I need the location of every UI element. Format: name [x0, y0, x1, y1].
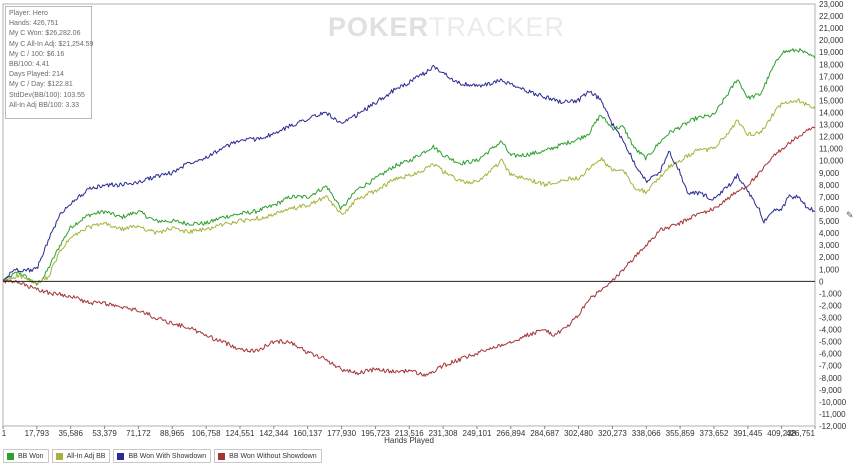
x-axis-ticks: 1 17,793 35,586 53,379 71,172 88,965 106,758 12… [2, 426, 816, 438]
stat-bb-100: BB/100: 4.41 [9, 61, 50, 69]
player-stats-box: Player: Hero Hands: 426,751 My C Won: $2… [5, 6, 94, 119]
pokertracker-logo-watermark: POKERTRACKER [328, 12, 565, 43]
legend-item-without-showdown[interactable]: BB Won Without Showdown [214, 449, 322, 463]
legend-label: BB Won [18, 452, 44, 460]
x-tick-label: 1 [2, 429, 7, 438]
y-axis-ticks: 23,000 22,000 21,000 20,000 19,000 18,000 17,0… [819, 0, 847, 431]
y-tick-label: 7,000 [819, 193, 840, 202]
legend-label: BB Won With Showdown [128, 452, 207, 460]
x-tick-label: 409,238 [767, 429, 796, 438]
watermark-part2: TRACKER [429, 12, 566, 42]
y-tick-label: 18,000 [819, 60, 844, 69]
y-tick-label: 14,000 [819, 109, 844, 118]
stat-hands: Hands: 426,751 [9, 20, 59, 28]
series-line-bb-won [2, 48, 816, 286]
x-tick-label: 195,723 [361, 429, 390, 438]
stat-per-100: My C / 100: $6.16 [9, 50, 65, 58]
legend-swatch [117, 452, 125, 460]
x-tick-label: 124,551 [226, 429, 255, 438]
series-line-bb-won-without-showdown [2, 126, 816, 377]
legend-item-allin-adj-bb[interactable]: All-In Adj BB [51, 449, 111, 463]
legend[interactable]: BB Won All-In Adj BB BB Won With Showdow… [0, 449, 322, 463]
series-layer [2, 48, 816, 377]
legend-swatch [55, 452, 63, 460]
stat-won: My C Won: $26,282.06 [9, 30, 81, 38]
y-tick-label: -3,000 [819, 313, 842, 322]
x-tick-label: 53,379 [92, 429, 117, 438]
stat-allin-adj: My C All-In Adj: $21,254.59 [9, 40, 94, 48]
x-tick-label: 35,586 [58, 429, 83, 438]
side-marker-icon: ✎ [846, 210, 854, 220]
x-axis-label: Hands Played [384, 436, 434, 445]
stat-days-played: Days Played: 214 [9, 71, 64, 79]
x-tick-label: 71,172 [126, 429, 151, 438]
x-tick-label: 17,793 [25, 429, 50, 438]
x-tick-label: 355,859 [666, 429, 695, 438]
y-tick-label: -8,000 [819, 374, 842, 383]
y-tick-label: -12,000 [819, 422, 847, 431]
y-tick-label: 16,000 [819, 84, 844, 93]
y-tick-label: 10,000 [819, 157, 844, 166]
x-tick-label: 391,445 [733, 429, 762, 438]
legend-label: All-In Adj BB [66, 452, 106, 460]
y-tick-label: 11,000 [819, 145, 843, 154]
y-tick-label: 6,000 [819, 205, 840, 214]
y-tick-label: 2,000 [819, 253, 840, 262]
y-tick-label: 4,000 [819, 229, 840, 238]
y-tick-label: 0 [819, 277, 824, 286]
legend-swatch [7, 452, 14, 460]
x-tick-label: 88,965 [160, 429, 185, 438]
x-tick-label: 177,930 [327, 429, 356, 438]
legend-swatch [218, 452, 226, 460]
x-tick-label: 266,894 [496, 429, 525, 438]
legend-item-with-showdown[interactable]: BB Won With Showdown [113, 449, 212, 463]
y-tick-label: 1,000 [819, 265, 840, 274]
y-tick-label: 17,000 [819, 72, 844, 81]
x-tick-label: 160,137 [293, 429, 322, 438]
y-tick-label: 5,000 [819, 217, 840, 226]
y-tick-label: -4,000 [819, 326, 842, 335]
y-tick-label: -5,000 [819, 338, 842, 347]
x-tick-label: 302,480 [564, 429, 593, 438]
x-tick-label: 320,273 [598, 429, 627, 438]
y-tick-label: 3,000 [819, 241, 840, 250]
x-tick-label: 426,751 [786, 429, 815, 438]
stat-player: Player: Hero [9, 10, 48, 17]
y-tick-label: 22,000 [819, 12, 844, 21]
y-tick-label: 12,000 [819, 133, 844, 142]
y-tick-label: -9,000 [819, 386, 842, 395]
y-tick-label: -11,000 [819, 410, 846, 419]
y-tick-label: -10,000 [819, 398, 847, 407]
x-tick-label: 284,687 [530, 429, 559, 438]
y-tick-label: 15,000 [819, 96, 844, 105]
x-tick-label: 213,516 [395, 429, 424, 438]
stat-allin-adj-bb-100: All-In Adj BB/100: 3.33 [9, 101, 80, 109]
legend-label: BB Won Without Showdown [229, 452, 317, 460]
plot-area [2, 3, 816, 427]
series-line-all-in-adj-bb [2, 98, 816, 285]
stat-stddev: StdDev(BB/100): 103.55 [9, 91, 85, 99]
y-tick-label: -1,000 [819, 289, 842, 298]
y-tick-label: 23,000 [819, 0, 844, 9]
y-tick-label: -7,000 [819, 362, 842, 371]
stat-per-day: My C / Day: $122.81 [9, 81, 73, 89]
y-tick-label: 9,000 [819, 169, 840, 178]
x-tick-label: 231,308 [429, 429, 458, 438]
x-tick-label: 142,344 [259, 429, 288, 438]
x-tick-label: 106,758 [192, 429, 221, 438]
watermark-part1: POKER [328, 12, 430, 42]
y-tick-label: 21,000 [819, 24, 844, 33]
y-tick-label: 8,000 [819, 181, 840, 190]
x-tick-label: 249,101 [463, 429, 492, 438]
y-tick-label: -6,000 [819, 350, 842, 359]
legend-item-bb-won[interactable]: BB Won [3, 449, 49, 463]
y-tick-label: 13,000 [819, 121, 844, 130]
y-tick-label: -2,000 [819, 301, 842, 310]
y-tick-label: 20,000 [819, 36, 844, 45]
y-tick-label: 19,000 [819, 48, 844, 57]
x-tick-label: 338,066 [632, 429, 661, 438]
x-tick-label: 373,652 [700, 429, 729, 438]
series-line-bb-won-with-showdown [2, 64, 816, 282]
